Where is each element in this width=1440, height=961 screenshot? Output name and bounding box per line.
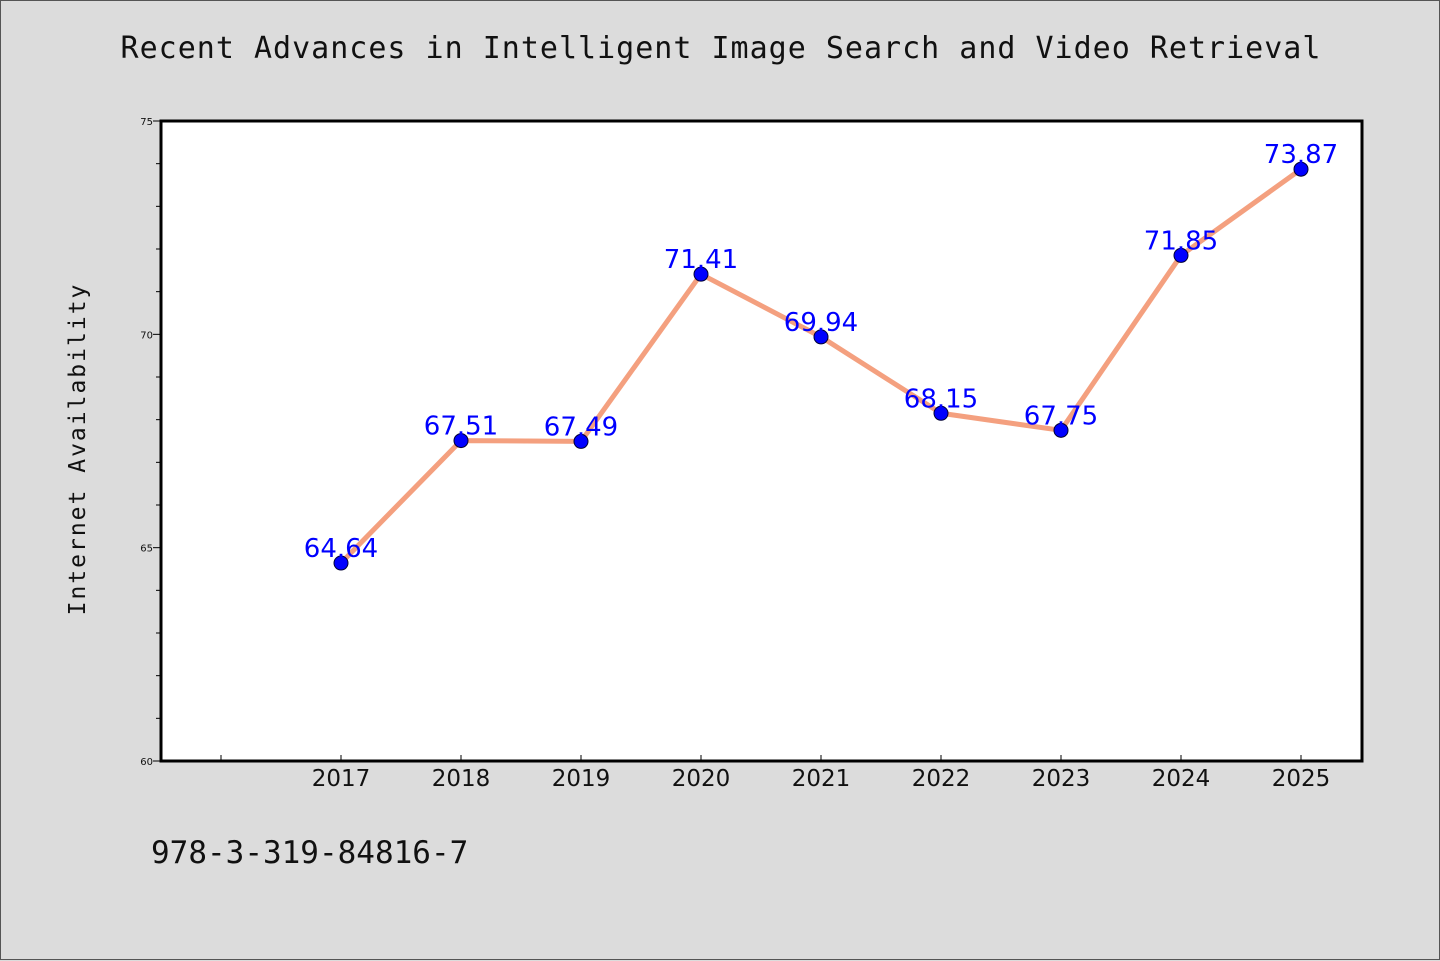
- data-labels: 64.64 67.51 67.49 71.41 69.94 68.15 67.75 71.85…: [304, 140, 1338, 564]
- x-tick-label: 2022: [912, 766, 971, 792]
- data-point-marker: [693, 266, 709, 282]
- x-tick-label: 2020: [672, 766, 731, 792]
- isbn-footer: 978-3-319-84816-7: [151, 835, 469, 871]
- series-markers: [333, 161, 1309, 571]
- x-tick-label: 2024: [1152, 766, 1211, 792]
- data-label: 68.15: [904, 384, 978, 414]
- axis-ticks: 60 65 70 75 2017 2018 2019 2020 2021 2022 2023 2024…: [140, 117, 1330, 792]
- data-label: 71.41: [664, 245, 738, 275]
- data-point-marker: [453, 433, 469, 449]
- y-tick-label: 75: [140, 117, 153, 128]
- y-tick-label: 60: [140, 757, 153, 768]
- data-point-marker: [1173, 247, 1189, 263]
- x-tick-label: 2017: [312, 766, 371, 792]
- plot-area: [159, 119, 1364, 763]
- data-label: 69.94: [784, 308, 858, 338]
- data-label: 73.87: [1264, 140, 1338, 170]
- x-tick-label: 2021: [792, 766, 851, 792]
- data-label: 71.85: [1144, 226, 1218, 256]
- data-label: 67.75: [1024, 401, 1098, 431]
- data-point-marker: [813, 329, 829, 345]
- x-tick-label: 2025: [1272, 766, 1331, 792]
- data-point-marker: [333, 555, 349, 571]
- x-tick-label: 2023: [1032, 766, 1091, 792]
- chart-title: Recent Advances in Intelligent Image Sea…: [120, 31, 1322, 66]
- data-label: 67.49: [544, 412, 618, 442]
- x-tick-label: 2018: [432, 766, 491, 792]
- data-point-marker: [573, 433, 589, 449]
- x-tick-label: 2019: [552, 766, 611, 792]
- data-point-marker: [1293, 161, 1309, 177]
- data-label: 67.51: [424, 412, 498, 442]
- data-point-marker: [1053, 422, 1069, 438]
- data-point-marker: [933, 405, 949, 421]
- y-tick-label: 70: [140, 330, 153, 341]
- data-label: 64.64: [304, 534, 378, 564]
- y-tick-label: 65: [140, 544, 153, 555]
